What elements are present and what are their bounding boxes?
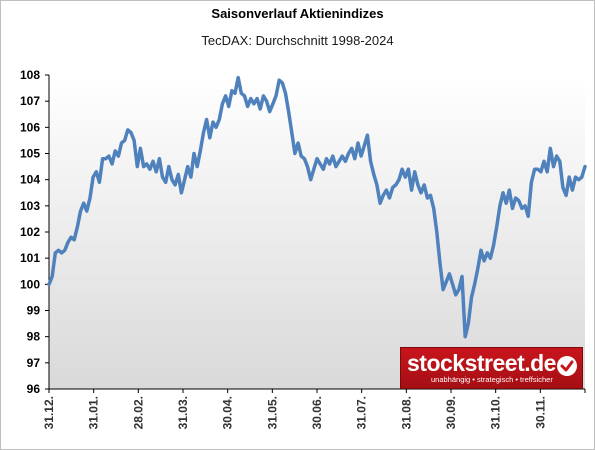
chart-title: Saisonverlauf Aktienindizes bbox=[211, 6, 384, 21]
chart-subtitle: TecDAX: Durchschnitt 1998-2024 bbox=[201, 33, 394, 48]
y-axis: 96 97 98 99 100 101 102 103 104 105 106 107 108 bbox=[20, 68, 50, 396]
x-tick-label: 28.02. bbox=[131, 396, 145, 429]
x-tick-label: 31.08. bbox=[399, 396, 413, 429]
series-line-0 bbox=[47, 75, 587, 339]
x-axis: 31.12. 31.01. 28.02. 31.03. 30.04. 31.05. 30.0… bbox=[42, 388, 586, 429]
y-tick-label: 98 bbox=[27, 330, 41, 344]
stockstreet-logo: stockstreet.de unabhängig • strategisch … bbox=[400, 347, 583, 389]
y-tick-label: 107 bbox=[20, 94, 40, 108]
plot-area bbox=[49, 75, 585, 389]
x-tick-label: 31.01. bbox=[87, 396, 101, 429]
y-tick-label: 102 bbox=[20, 225, 40, 239]
x-tick-label: 30.09. bbox=[444, 396, 458, 429]
x-tick-label: 31.05. bbox=[265, 396, 279, 429]
y-tick-label: 97 bbox=[27, 356, 41, 370]
y-tick-label: 100 bbox=[20, 277, 40, 291]
y-tick-label: 101 bbox=[20, 251, 40, 265]
x-tick-label: 30.04. bbox=[221, 396, 235, 429]
y-tick-label: 108 bbox=[20, 68, 40, 82]
y-tick-label: 106 bbox=[20, 120, 40, 134]
x-tick-label: 31.12. bbox=[42, 396, 56, 429]
y-tick-label: 96 bbox=[27, 382, 41, 396]
y-tick-label: 103 bbox=[20, 199, 40, 213]
y-tick-label: 105 bbox=[20, 147, 40, 161]
check-icon bbox=[557, 356, 577, 376]
x-tick-label: 30.06. bbox=[310, 396, 324, 429]
y-tick-label: 99 bbox=[27, 304, 41, 318]
series-group bbox=[47, 75, 587, 339]
logo-name: stockstreet.de bbox=[407, 350, 556, 376]
x-tick-label: 31.03. bbox=[176, 396, 190, 429]
x-tick-label: 31.07. bbox=[355, 396, 369, 429]
x-tick-label: 31.10. bbox=[489, 396, 503, 429]
x-tick-label: 30.11. bbox=[533, 396, 547, 429]
logo-tagline: unabhängig • strategisch • treffsicher bbox=[431, 375, 553, 384]
y-tick-label: 104 bbox=[20, 173, 40, 187]
